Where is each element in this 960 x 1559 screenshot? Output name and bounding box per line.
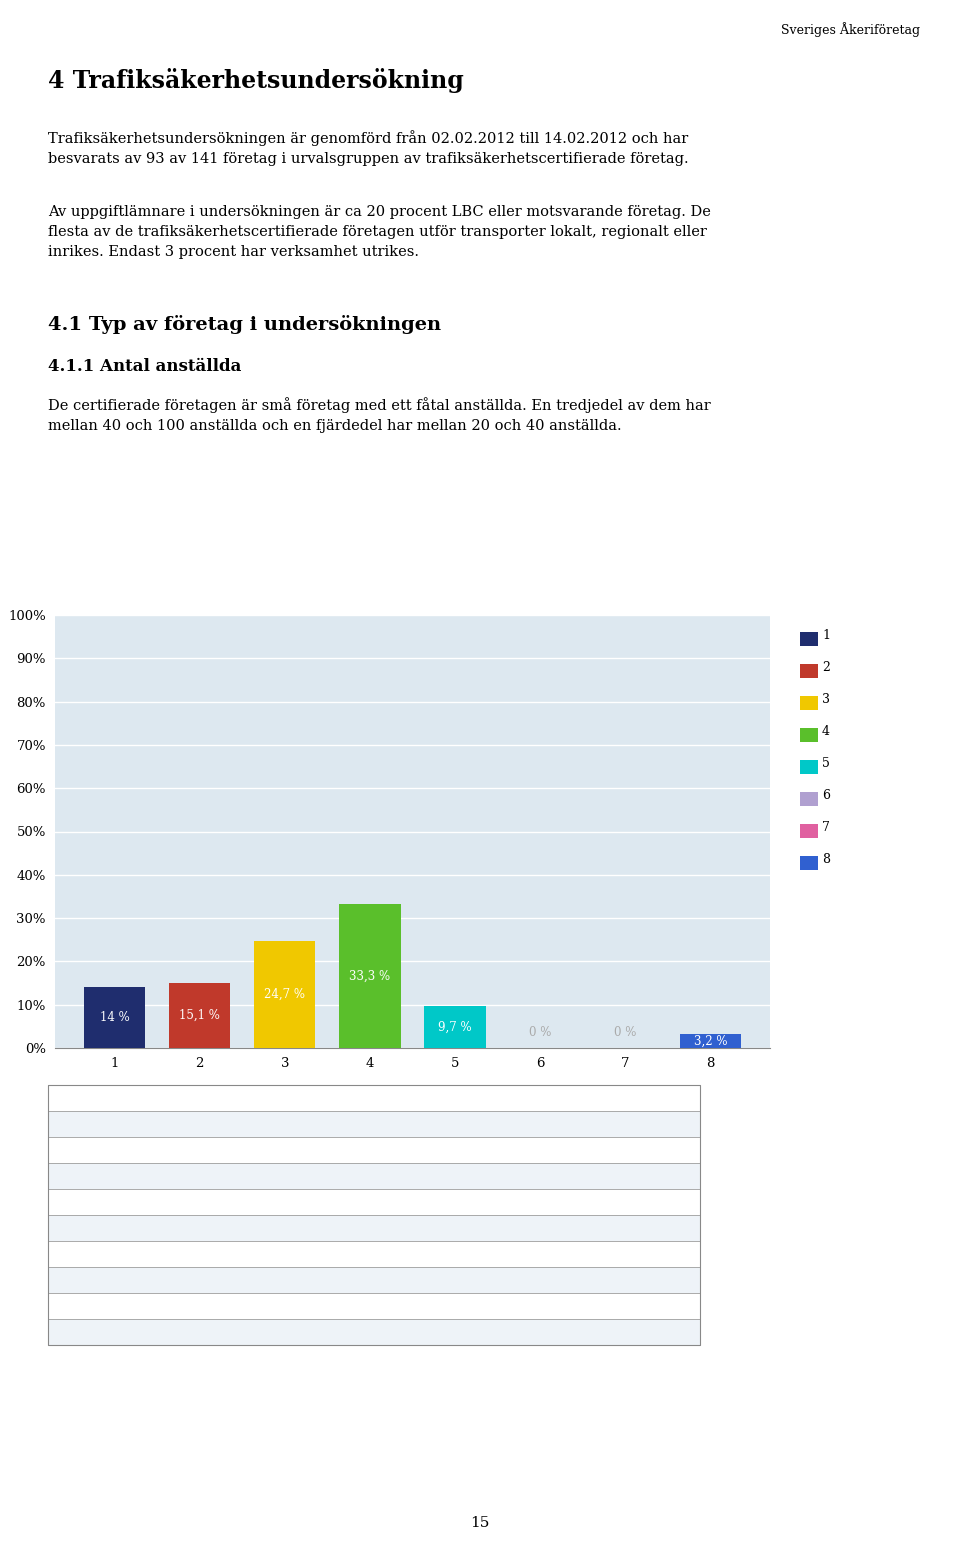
Text: 0 %: 0 % [529, 1026, 551, 1040]
Text: Procent: Procent [527, 1091, 582, 1105]
Text: 14: 14 [676, 1143, 694, 1157]
Text: 3: 3 [685, 1299, 694, 1313]
Text: 15,1 %: 15,1 % [180, 1009, 220, 1021]
Text: 1  1 - 10: 1 1 - 10 [54, 1116, 111, 1130]
Text: 33,3 %: 33,3 % [349, 970, 391, 982]
Text: 14 %: 14 % [100, 1012, 130, 1024]
Text: 15,1 %: 15,1 % [534, 1143, 582, 1157]
Bar [680, 1034, 741, 1048]
Text: 14,0 %: 14,0 % [534, 1116, 582, 1130]
Text: 9: 9 [685, 1221, 694, 1235]
Text: 6  201 - 300: 6 201 - 300 [54, 1247, 137, 1261]
Text: 24,7 %: 24,7 % [534, 1169, 582, 1183]
Text: 2  11 - 20: 2 11 - 20 [54, 1143, 120, 1157]
Text: 3,2 %: 3,2 % [542, 1299, 582, 1313]
Text: 3: 3 [822, 692, 830, 706]
Text: Alternativ: Alternativ [54, 1091, 124, 1105]
Text: 0: 0 [685, 1247, 694, 1261]
Text: 13: 13 [677, 1116, 694, 1130]
Text: 9,7 %: 9,7 % [542, 1221, 582, 1235]
Text: 7  301 - 400: 7 301 - 400 [54, 1274, 138, 1288]
Text: Trafiksäkerhetsundersökningen är genomförd från 02.02.2012 till 14.02.2012 och h: Trafiksäkerhetsundersökningen är genomfö… [48, 129, 688, 165]
Text: 5: 5 [822, 756, 829, 770]
Text: 3,2 %: 3,2 % [694, 1035, 727, 1048]
Text: 93: 93 [675, 1325, 694, 1339]
Text: Totalt: Totalt [54, 1325, 99, 1339]
Text: De certifierade företagen är små företag med ett fåtal anställda. En tredjedel a: De certifierade företagen är små företag… [48, 398, 710, 433]
Text: Av uppgiftlämnare i undersökningen är ca 20 procent LBC eller motsvarande företa: Av uppgiftlämnare i undersökningen är ca… [48, 204, 710, 259]
Text: 23: 23 [677, 1169, 694, 1183]
Text: 4 Trafiksäkerhetsundersökning: 4 Trafiksäkerhetsundersökning [48, 69, 464, 94]
Text: 0 %: 0 % [614, 1026, 636, 1040]
Text: 8  401 eller fler: 8 401 eller fler [54, 1299, 163, 1313]
Bar [424, 1006, 486, 1048]
Text: Värden: Värden [644, 1091, 694, 1105]
Text: 24,7 %: 24,7 % [264, 988, 305, 1001]
Bar [169, 982, 230, 1048]
Text: 0,0 %: 0,0 % [542, 1274, 582, 1288]
Text: 5  101 - 200: 5 101 - 200 [54, 1221, 137, 1235]
Text: Sveriges Åkeriföretag: Sveriges Åkeriföretag [780, 22, 920, 37]
Bar [84, 987, 145, 1048]
Text: 9,7 %: 9,7 % [439, 1021, 472, 1034]
Bar [254, 942, 316, 1048]
Text: 4.1 Typ av företag i undersökningen: 4.1 Typ av företag i undersökningen [48, 315, 442, 334]
Bar [339, 904, 400, 1048]
Text: 1: 1 [822, 628, 830, 642]
Text: 2: 2 [822, 661, 829, 673]
Text: 7: 7 [822, 820, 829, 834]
Text: 8: 8 [822, 853, 830, 865]
Text: 31: 31 [677, 1196, 694, 1208]
Text: 4: 4 [822, 725, 830, 737]
Text: 0,0 %: 0,0 % [542, 1247, 582, 1261]
Text: 4.1.1 Antal anställda: 4.1.1 Antal anställda [48, 359, 241, 376]
Text: 15: 15 [470, 1515, 490, 1529]
Text: 33,3 %: 33,3 % [534, 1196, 582, 1208]
Text: 3  21 - 40: 3 21 - 40 [54, 1169, 120, 1183]
Text: 4  41 - 100: 4 41 - 100 [54, 1196, 130, 1208]
Text: 0: 0 [685, 1274, 694, 1288]
Text: 6: 6 [822, 789, 830, 801]
